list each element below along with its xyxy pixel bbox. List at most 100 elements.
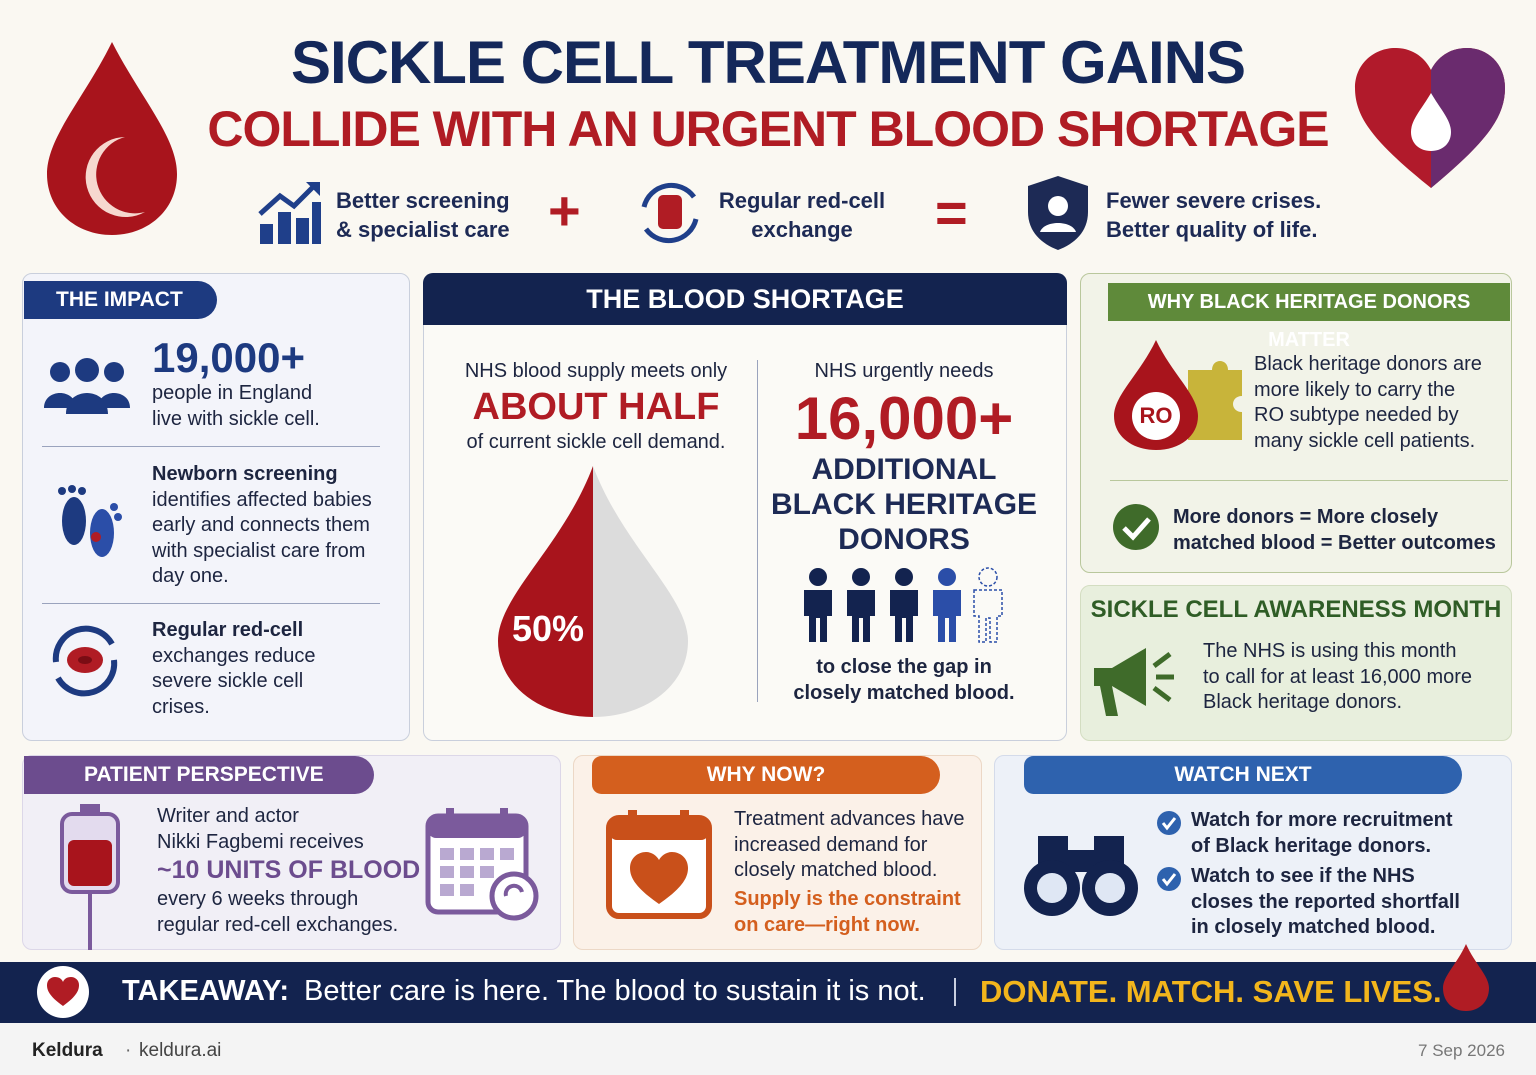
text-line: live with sickle cell. bbox=[152, 407, 320, 430]
footer-site: keldura.ai bbox=[139, 1040, 222, 1061]
footer-brand: Keldura bbox=[32, 1040, 103, 1061]
text-line: Regular red-cell bbox=[152, 619, 304, 641]
watch-next-item1: Watch for more recruitment of Black herit… bbox=[1191, 808, 1453, 859]
text-line: in closely matched blood. bbox=[1191, 916, 1436, 938]
small-drop-icon bbox=[1443, 944, 1489, 1011]
text-line: of Black heritage donors. bbox=[1191, 834, 1432, 857]
shortage-left-highlight: ABOUT HALF bbox=[472, 386, 720, 428]
text-line: matched blood = Better outcomes bbox=[1173, 532, 1496, 554]
text-line: closes the reported shortfall bbox=[1191, 890, 1460, 913]
text-line: Watch for more recruitment bbox=[1191, 809, 1453, 831]
text-line: More donors = More closely bbox=[1173, 506, 1439, 528]
why-now-text: Treatment advances have increased demand … bbox=[734, 807, 965, 884]
shield-icon bbox=[1028, 176, 1088, 250]
shortage-right-closing: to close the gap in closely matched blood… bbox=[760, 655, 1048, 706]
text-line: DONORS bbox=[838, 523, 970, 556]
formula-item2: Regular red-cell exchange bbox=[712, 186, 892, 244]
text-line: & specialist care bbox=[336, 217, 510, 242]
blood-bag-icon bbox=[60, 804, 120, 950]
footer-date: 7 Sep 2026 bbox=[1418, 1041, 1505, 1060]
takeaway-label: TAKEAWAY: bbox=[122, 975, 290, 1007]
text-line: BLACK HERITAGE bbox=[770, 488, 1038, 521]
calendar-icon bbox=[425, 808, 539, 921]
why-now-emphasis: Supply is the constraint on care—right no… bbox=[734, 887, 961, 938]
text-line: to call for at least 16,000 more bbox=[1203, 665, 1473, 688]
heart-badge-icon bbox=[37, 966, 89, 1018]
puzzle-drop-icon bbox=[1114, 340, 1242, 450]
text-line: RO subtype needed by bbox=[1254, 404, 1459, 426]
megaphone-icon bbox=[1094, 648, 1174, 716]
title-line1: SICKLE CELL TREATMENT GAINS bbox=[290, 29, 1246, 96]
footer bbox=[0, 1023, 1536, 1075]
divider bbox=[42, 446, 380, 447]
shortage-left-after: of current sickle cell demand. bbox=[466, 431, 726, 453]
exchange-icon bbox=[641, 182, 699, 244]
text-line: many sickle cell patients. bbox=[1254, 429, 1476, 452]
text-line: to close the gap in bbox=[816, 656, 992, 678]
heart-icon bbox=[1355, 48, 1505, 188]
text-line: severe sickle cell bbox=[152, 670, 304, 692]
text-line: with specialist care from bbox=[152, 539, 366, 562]
cycle-icon bbox=[52, 625, 118, 697]
plus-sign: + bbox=[548, 179, 581, 242]
watch-next-label: WATCH NEXT bbox=[1024, 756, 1462, 794]
text-line: early and connects them bbox=[152, 514, 370, 536]
text-line: closely matched blood. bbox=[793, 681, 1015, 704]
calendar-heart-icon bbox=[606, 810, 712, 919]
shortage-right-number: 16,000+ bbox=[794, 385, 1014, 452]
shortage-left-intro: NHS blood supply meets only bbox=[464, 360, 728, 382]
text-line: closely matched blood. bbox=[734, 859, 938, 881]
text-line: crises. bbox=[152, 695, 210, 718]
big-drop-icon bbox=[47, 42, 177, 235]
text-line: day one. bbox=[152, 565, 229, 587]
divider bbox=[1110, 480, 1508, 481]
text-line: identifies affected babies bbox=[152, 488, 372, 511]
text-line: ADDITIONAL bbox=[811, 453, 997, 486]
patient-before: Writer and actor Nikki Fagbemi receives bbox=[157, 804, 364, 855]
text-line: people in England bbox=[152, 382, 313, 404]
shortage-right-intro: NHS urgently needs bbox=[814, 360, 994, 382]
text-line: increased demand for bbox=[734, 833, 928, 856]
text-line: exchanges reduce bbox=[152, 644, 316, 667]
why-black-outcome: More donors = More closely matched blood … bbox=[1173, 504, 1496, 556]
patient-label: PATIENT PERSPECTIVE bbox=[24, 756, 374, 794]
awareness-panel bbox=[1080, 585, 1512, 741]
divider bbox=[954, 978, 956, 1006]
title-line2: COLLIDE WITH AN URGENT BLOOD SHORTAGE bbox=[207, 101, 1329, 157]
why-now-label: WHY NOW? bbox=[592, 756, 940, 794]
equals-sign: = bbox=[935, 181, 968, 244]
watch-next-item2: Watch to see if the NHS closes the report… bbox=[1191, 864, 1460, 941]
impact-label: THE IMPACT bbox=[24, 281, 217, 319]
check-icon bbox=[1157, 867, 1181, 891]
half-drop bbox=[498, 466, 688, 717]
text-line: exchange bbox=[751, 217, 853, 242]
divider bbox=[757, 360, 758, 702]
check-icon bbox=[1113, 504, 1159, 550]
impact-stat-text: people in England live with sickle cell. bbox=[152, 381, 320, 432]
text-line: Watch to see if the NHS bbox=[1191, 865, 1415, 887]
takeaway-text: Better care is here. The blood to sustai… bbox=[304, 975, 926, 1007]
text-line: Writer and actor bbox=[157, 805, 299, 827]
impact-screening: Newborn screening identifies affected bab… bbox=[152, 462, 372, 590]
text-line: every 6 weeks through bbox=[157, 888, 359, 910]
shortage-right-lines: ADDITIONAL BLACK HERITAGE DONORS bbox=[760, 452, 1048, 557]
patient-after: every 6 weeks through regular red-cell ex… bbox=[157, 887, 398, 938]
why-black-label: WHY BLACK HERITAGE DONORS MATTER bbox=[1108, 283, 1510, 351]
check-icon bbox=[1157, 811, 1181, 835]
takeaway-bar bbox=[0, 962, 1536, 1023]
text-line: Black heritage donors are bbox=[1254, 353, 1482, 375]
footer-separator: · bbox=[125, 1040, 132, 1061]
shortage-percent: 50% bbox=[512, 608, 585, 649]
text-line: Better screening bbox=[336, 188, 510, 213]
chart-icon bbox=[258, 182, 321, 244]
text-line: Black heritage donors. bbox=[1203, 691, 1403, 713]
divider bbox=[42, 603, 380, 604]
text-line: Regular red-cell bbox=[718, 188, 886, 213]
patient-highlight: ~10 UNITS OF BLOOD bbox=[157, 856, 421, 884]
feet-icon bbox=[58, 485, 122, 557]
donors-icon bbox=[804, 567, 1003, 643]
text-line: on care—right now. bbox=[734, 913, 920, 936]
shortage-label: THE BLOOD SHORTAGE bbox=[423, 273, 1067, 325]
binoculars-icon bbox=[1024, 836, 1138, 916]
